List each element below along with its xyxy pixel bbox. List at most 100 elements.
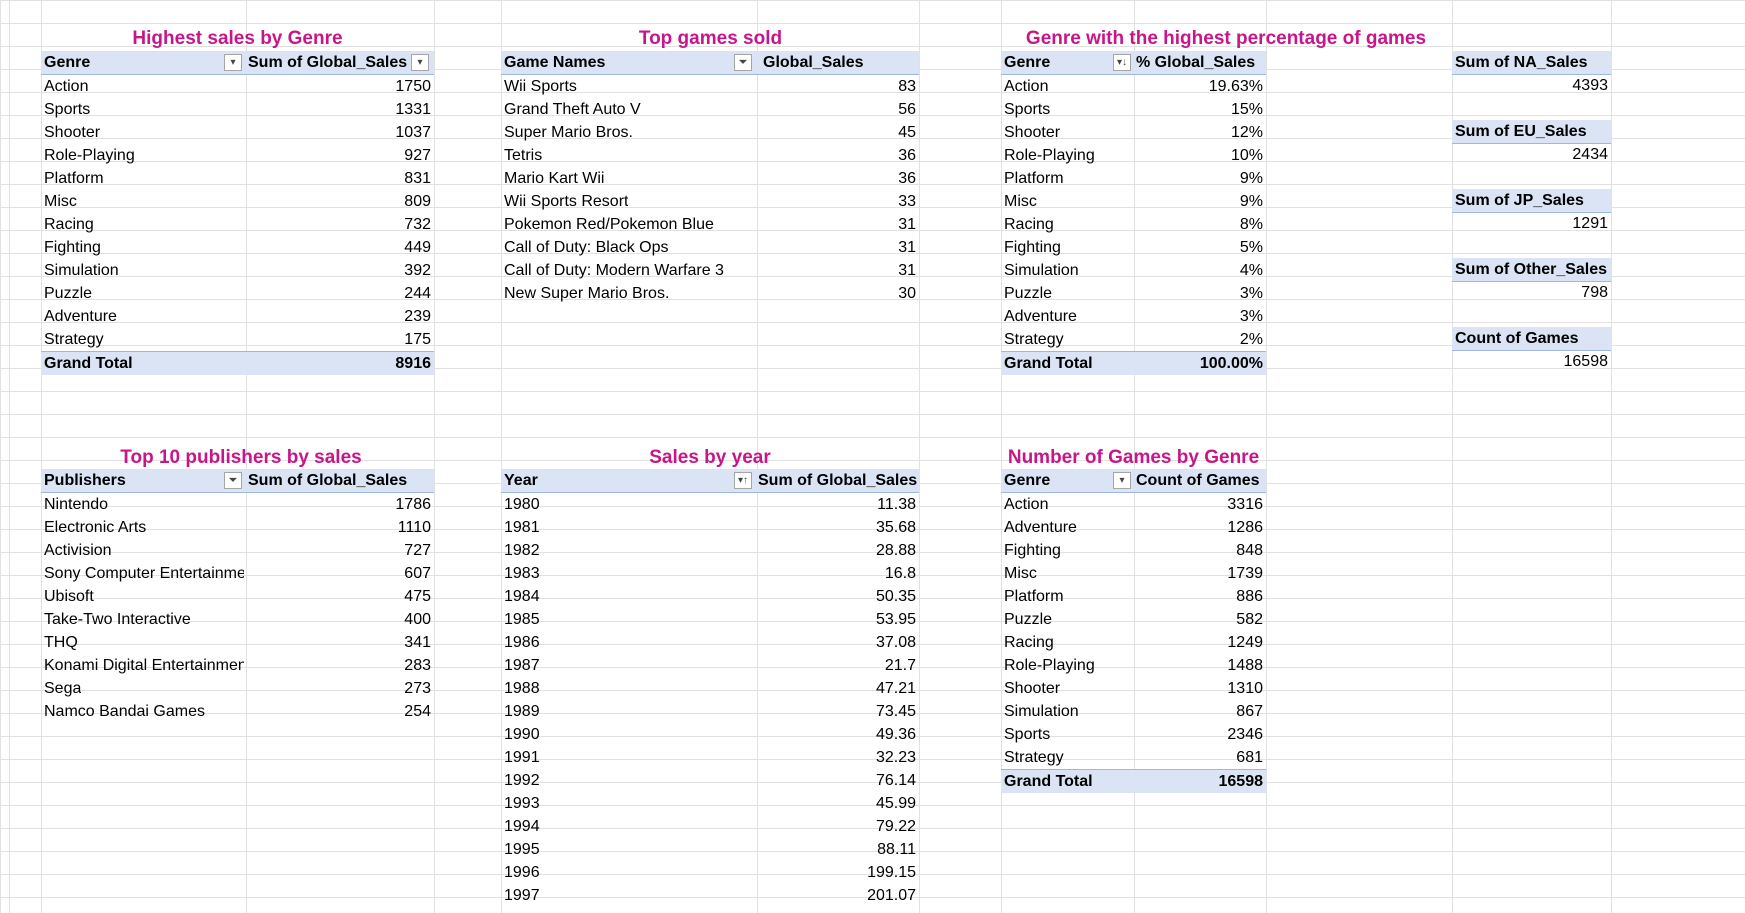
na-sales-header: Sum of NA_Sales <box>1452 51 1611 75</box>
row-value: 19.63% <box>1208 78 1263 95</box>
table-row: Shooter 12% <box>1001 121 1266 144</box>
table-row: Racing 1249 <box>1001 631 1266 654</box>
table-row: Strategy 175 <box>41 328 434 351</box>
row-label: 1992 <box>504 772 540 789</box>
row-value: 199.15 <box>867 864 916 881</box>
table-row: Platform 886 <box>1001 585 1266 608</box>
table-row: 1985 53.95 <box>501 608 919 631</box>
sort-descending-icon[interactable]: ▾↓ <box>1113 54 1131 71</box>
table-row: 1993 45.99 <box>501 792 919 815</box>
row-label: 1985 <box>504 611 540 628</box>
table-row: Activision 727 <box>41 539 434 562</box>
pct-global-sales-col-header: % Global_Sales <box>1136 54 1256 71</box>
row-label: 1981 <box>504 519 540 536</box>
summary-label: Count of Games <box>1455 330 1579 347</box>
other-sales-header: Sum of Other_Sales <box>1452 258 1611 282</box>
row-label: Misc <box>1004 565 1037 582</box>
table-row: Sony Computer Entertainme 607 <box>41 562 434 585</box>
row-label: New Super Mario Bros. <box>504 285 670 302</box>
row-label: Action <box>44 78 89 95</box>
table-row: 1987 21.7 <box>501 654 919 677</box>
table-row: Racing 8% <box>1001 213 1266 236</box>
column-divider <box>1134 0 1135 913</box>
year-col-header: Year <box>504 472 538 489</box>
row-label: Racing <box>44 216 94 233</box>
row-label: Shooter <box>1004 680 1061 697</box>
row-label: Wii Sports Resort <box>504 193 629 210</box>
row-value: 3% <box>1239 285 1263 302</box>
row-label: Konami Digital Entertainmen <box>44 657 244 674</box>
row-label: Fighting <box>1004 239 1061 256</box>
row-value: 30 <box>898 285 916 302</box>
grand-total-value: 100.00% <box>1199 355 1263 372</box>
row-value: 607 <box>404 565 431 582</box>
row-label: Nintendo <box>44 496 109 513</box>
row-label: Tetris <box>504 147 543 164</box>
table-row: Ubisoft 475 <box>41 585 434 608</box>
table-row: 1988 47.21 <box>501 677 919 700</box>
row-label: Sports <box>1004 726 1051 743</box>
row-label: Misc <box>1004 193 1037 210</box>
row-value: 5% <box>1239 239 1263 256</box>
dropdown-arrow-icon[interactable]: ▾ <box>411 54 429 71</box>
row-value: 4% <box>1239 262 1263 279</box>
publishers-col-header: Publishers <box>44 472 126 489</box>
sort-ascending-icon[interactable]: ▾↑ <box>734 472 752 489</box>
row-value: 2% <box>1239 331 1263 348</box>
table-row: Fighting 848 <box>1001 539 1266 562</box>
row-label: Platform <box>1004 588 1064 605</box>
games-by-genre-title: Number of Games by Genre <box>1007 447 1260 468</box>
dropdown-arrow-icon[interactable]: ▾ <box>224 54 242 71</box>
row-label: 1987 <box>504 657 540 674</box>
table-row: Sega 273 <box>41 677 434 700</box>
row-value: 449 <box>404 239 431 256</box>
row-label: Role-Playing <box>44 147 135 164</box>
row-label: 1993 <box>504 795 540 812</box>
row-value: 10% <box>1230 147 1263 164</box>
table-row: Tetris 36 <box>501 144 919 167</box>
column-divider <box>41 0 42 913</box>
table-row: Puzzle 244 <box>41 282 434 305</box>
row-label: Grand Theft Auto V <box>504 101 641 118</box>
table-row: 1996 199.15 <box>501 861 919 884</box>
table-row: Grand Theft Auto V 56 <box>501 98 919 121</box>
row-value: 15% <box>1230 101 1263 118</box>
row-label: Strategy <box>1004 331 1064 348</box>
filter-icon[interactable]: ⏷ <box>734 54 752 71</box>
grand-total-label: Grand Total <box>1004 355 1093 372</box>
grand-total-row: Grand Total 16598 <box>1001 769 1266 793</box>
row-value: 848 <box>1236 542 1263 559</box>
row-value: 50.35 <box>875 588 916 605</box>
filter-icon[interactable]: ⏷ <box>224 472 242 489</box>
dropdown-arrow-icon[interactable]: ▾ <box>1113 472 1131 489</box>
genre-col-header: Genre <box>44 54 91 71</box>
row-value: 201.07 <box>867 887 916 904</box>
row-value: 16.8 <box>884 565 916 582</box>
row-value: 49.36 <box>875 726 916 743</box>
sum-global-sales-col-header: Sum of Global_Sales <box>758 472 918 489</box>
row-value: 32.23 <box>875 749 916 766</box>
row-value: 53.95 <box>875 611 916 628</box>
row-value: 1739 <box>1227 565 1263 582</box>
table-row: Sports 15% <box>1001 98 1266 121</box>
row-value: 1786 <box>395 496 431 513</box>
row-value: 31 <box>898 239 916 256</box>
row-label: Strategy <box>44 331 104 348</box>
row-value: 12% <box>1230 124 1263 141</box>
row-label: Call of Duty: Black Ops <box>504 239 669 256</box>
table-row: Sports 2346 <box>1001 723 1266 746</box>
grand-total-row: Grand Total 8916 <box>41 351 434 375</box>
row-value: 400 <box>404 611 431 628</box>
row-value: 392 <box>404 262 431 279</box>
row-value: 36 <box>898 170 916 187</box>
column-divider <box>501 0 502 913</box>
row-value: 831 <box>404 170 431 187</box>
table-row: Shooter 1310 <box>1001 677 1266 700</box>
row-value: 31 <box>898 262 916 279</box>
row-label: Sports <box>44 101 91 118</box>
row-value: 3% <box>1239 308 1263 325</box>
table-row: Konami Digital Entertainmen 283 <box>41 654 434 677</box>
row-label: Simulation <box>1004 703 1079 720</box>
genre-percentage-title: Genre with the highest percentage of gam… <box>1025 28 1427 49</box>
row-value: 809 <box>404 193 431 210</box>
